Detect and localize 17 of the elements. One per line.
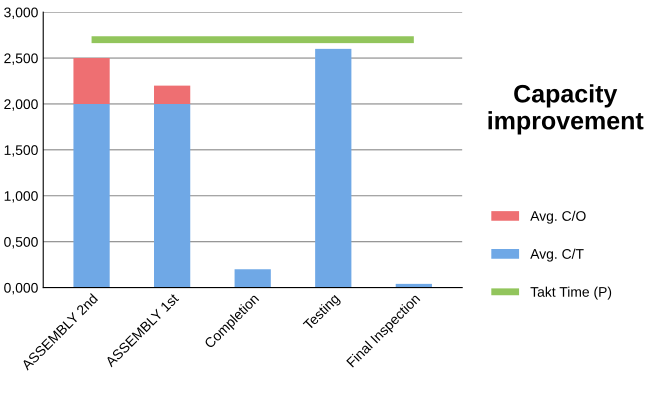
y-tick-label: 1,500 (4, 145, 38, 157)
bar (154, 86, 190, 104)
bar (234, 269, 271, 288)
y-tick-label: 2,500 (4, 53, 38, 65)
bar (315, 48, 352, 288)
y-tick-label: 1,000 (4, 191, 38, 203)
y-tick-label: 0,000 (4, 282, 38, 294)
legend-label: Avg. C/O (530, 210, 586, 224)
bar (73, 58, 110, 104)
bar (154, 104, 190, 288)
legend-label: Avg. C/T (530, 248, 584, 262)
legend-label: Takt Time (P) (530, 286, 612, 300)
y-tick-label: 2,000 (4, 99, 38, 111)
y-tick-label: 0,500 (4, 236, 38, 248)
text: Capacity improvement (488, 84, 644, 134)
bar (73, 104, 110, 288)
y-tick-label: 3,000 (4, 7, 38, 19)
